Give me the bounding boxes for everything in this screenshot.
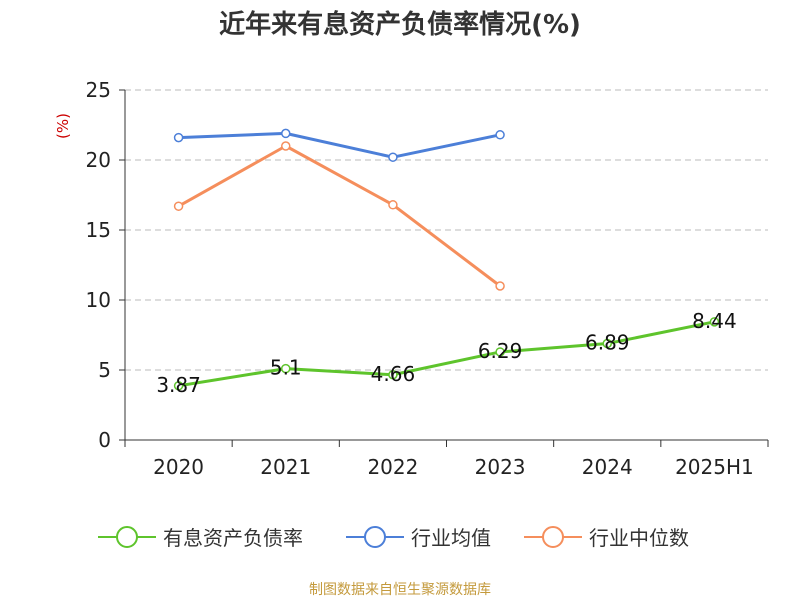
legend-circle-icon	[116, 526, 138, 548]
data-point	[281, 141, 291, 151]
data-point	[495, 347, 505, 357]
data-point	[388, 200, 398, 210]
series-lines	[173, 128, 720, 391]
y-tick-label: 20	[86, 148, 111, 172]
data-point	[281, 128, 291, 139]
x-tick-label: 2021	[260, 455, 311, 479]
data-point	[173, 132, 184, 143]
legend-item-1: 行业均值	[346, 526, 491, 550]
data-label: 6.29	[478, 339, 523, 363]
data-point	[388, 152, 398, 162]
y-tick-label: 0	[98, 428, 111, 452]
data-label: 5.1	[270, 356, 302, 380]
chart-title: 近年来有息资产负债率情况(%)	[219, 9, 581, 40]
legend-label: 行业中位数	[589, 526, 689, 550]
data-label: 4.66	[371, 362, 416, 386]
series-line	[177, 144, 501, 288]
y-tick-label: 10	[86, 288, 111, 312]
legend-label: 有息资产负债率	[163, 526, 303, 550]
series-line	[178, 320, 715, 388]
axes: 0 5 10 15 20 25 2020 2021 2022 2023 2024 2025H1	[86, 78, 769, 479]
data-point	[281, 363, 291, 374]
data-point	[388, 370, 398, 380]
x-tick-label: 2022	[367, 455, 418, 479]
y-tick-label: 25	[86, 78, 111, 102]
data-point	[173, 381, 184, 391]
legend-label: 行业均值	[411, 526, 491, 550]
x-tick-label: 2020	[153, 455, 204, 479]
data-label: 3.87	[156, 373, 201, 397]
legend-item-0: 有息资产负债率	[98, 526, 303, 550]
data-point	[495, 281, 505, 291]
x-tick-label: 2023	[475, 455, 526, 479]
legend: 有息资产负债率 行业均值 行业中位数	[98, 526, 689, 550]
data-point	[495, 130, 505, 140]
data-labels: 3.87 5.1 4.66 6.29 6.89 8.44	[156, 309, 736, 397]
legend-item-2: 行业中位数	[524, 526, 689, 550]
series-line	[178, 131, 501, 159]
x-tick-label: 2025H1	[675, 455, 754, 479]
source-note: 制图数据来自恒生聚源数据库	[309, 582, 491, 598]
series-0	[173, 317, 720, 391]
data-point	[709, 317, 720, 327]
y-axis-unit-label: (%)	[54, 113, 72, 139]
legend-circle-icon	[364, 526, 386, 548]
data-label: 6.89	[585, 331, 630, 355]
legend-circle-icon	[542, 526, 564, 548]
series-2	[173, 141, 505, 291]
series-1	[173, 128, 505, 162]
y-tick-label: 15	[86, 218, 111, 242]
data-point	[173, 201, 184, 211]
data-label: 8.44	[692, 309, 737, 333]
y-tick-label: 5	[98, 358, 111, 382]
x-tick-label: 2024	[582, 455, 633, 479]
gridlines	[125, 89, 768, 371]
data-point	[602, 338, 612, 349]
